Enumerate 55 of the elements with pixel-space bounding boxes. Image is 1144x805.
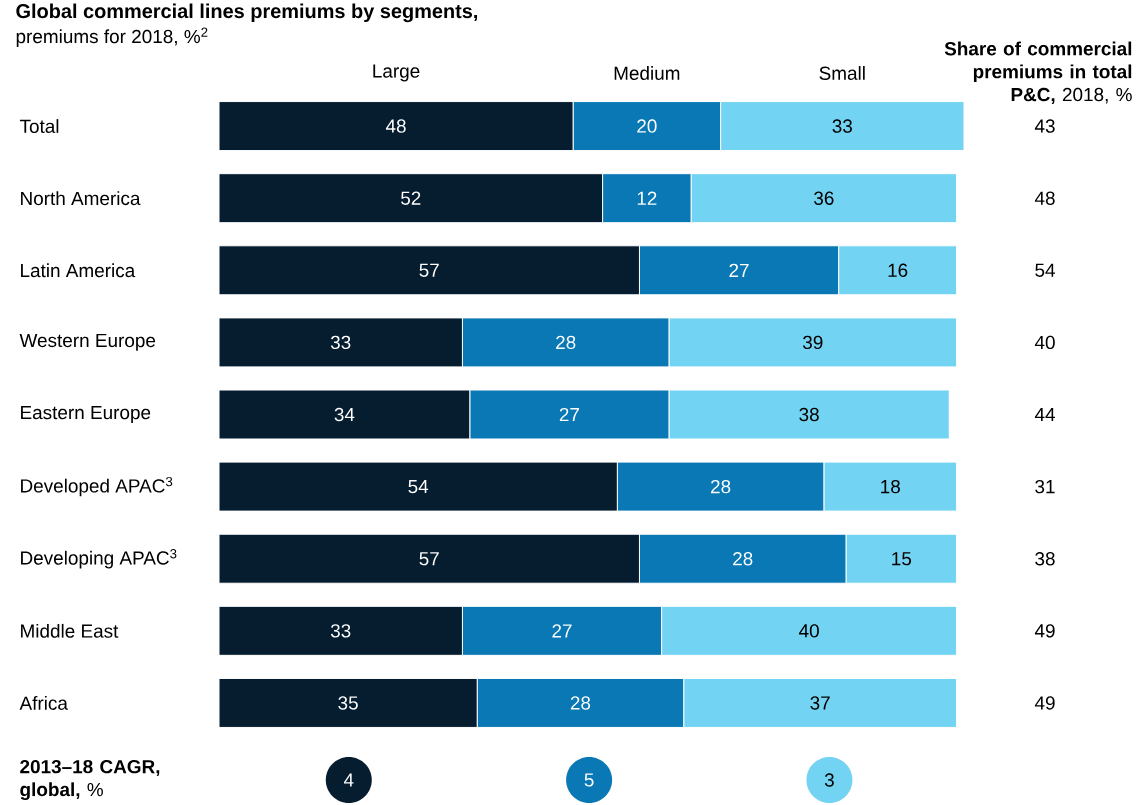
data-label: 4 [343, 773, 354, 787]
y-tick-label: Africa [19, 696, 68, 710]
data-label: 28 [711, 479, 731, 494]
data-label: 18 [881, 479, 900, 494]
y-tick-label: Western Europe [19, 333, 156, 351]
data-label: 15 [892, 552, 912, 566]
text: 2013–18 CAGR, global, % [20, 759, 160, 801]
data-label: 38 [1035, 552, 1055, 566]
data-label: 44 [1034, 408, 1055, 422]
data-label: 57 [419, 263, 439, 277]
data-label: 48 [385, 119, 406, 133]
data-label: 33 [832, 119, 852, 133]
data-label: 12 [637, 191, 657, 205]
data-label: 27 [559, 407, 579, 422]
data-label: 20 [637, 119, 657, 133]
data-label: 48 [1034, 191, 1055, 205]
data-label: 35 [338, 696, 358, 710]
data-label: 28 [556, 335, 576, 350]
y-tick-label: Total [19, 119, 59, 134]
data-label: 40 [1034, 335, 1055, 350]
data-label: 34 [334, 407, 355, 422]
y-tick-label: Middle East [21, 623, 119, 638]
data-label: 33 [330, 624, 351, 638]
y-tick-label: Eastern Europe [21, 406, 151, 423]
data-label: 16 [888, 263, 908, 277]
data-label: 49 [1034, 624, 1055, 638]
data-label: 31 [1035, 479, 1055, 494]
data-label: 54 [408, 480, 429, 494]
data-label: 49 [1034, 696, 1055, 710]
data-label: 54 [1035, 263, 1055, 277]
series-label: Medium [614, 66, 680, 80]
data-label: 28 [570, 696, 591, 710]
data-label: 5 [584, 773, 594, 787]
data-label: 38 [799, 407, 819, 422]
text: Share of commercial premiums in total P&C, 2018, % [944, 41, 1132, 104]
data-label: 39 [802, 335, 823, 350]
data-label: 28 [733, 552, 753, 566]
data-label: 57 [419, 552, 439, 566]
data-label: 37 [810, 696, 830, 710]
chart-title: Global commercial lines premiums by segments, [16, 3, 478, 23]
series-label: Small [819, 66, 865, 80]
data-label: 40 [799, 624, 819, 638]
data-label: 33 [330, 335, 351, 350]
data-label: 52 [401, 191, 421, 205]
y-tick-label: Developing APAC$^{3}$ [21, 549, 177, 569]
y-tick-label: North America [21, 191, 141, 206]
data-label: 3 [824, 773, 834, 787]
data-label: 27 [729, 263, 749, 277]
y-tick-label: Latin America [21, 263, 136, 278]
data-label: 36 [814, 191, 834, 205]
data-label: 43 [1034, 119, 1055, 133]
y-tick-label: Developed APAC$^{3}$ [21, 476, 173, 497]
chart-subtitle: premiums for 2018, %$^{2}$ [16, 27, 208, 47]
data-label: 27 [552, 624, 572, 638]
series-label: Large [373, 64, 420, 82]
